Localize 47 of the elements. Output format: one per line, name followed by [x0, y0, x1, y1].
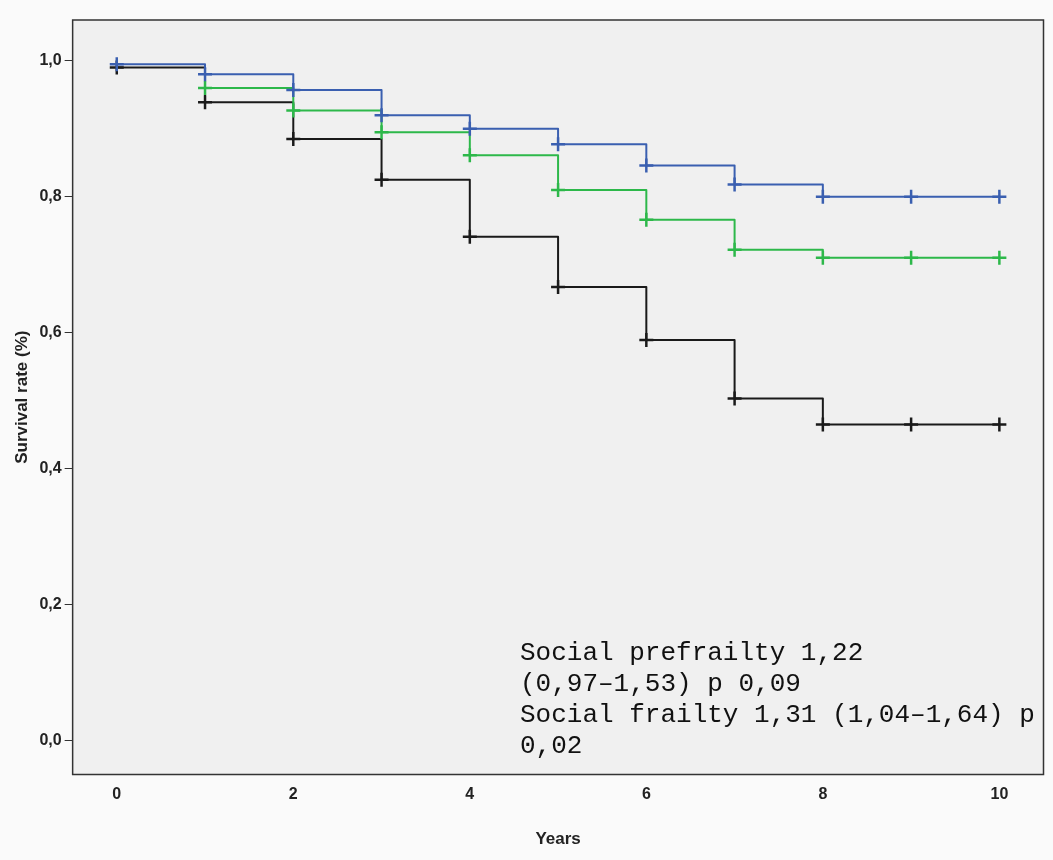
point	[285, 81, 302, 99]
x-tick-label: 4	[465, 785, 475, 803]
y-tick-label: 1,0	[39, 51, 62, 69]
y-tick-label: 0,2	[39, 594, 62, 612]
point	[461, 147, 479, 164]
x-tick-label: 0	[112, 785, 122, 803]
point	[196, 66, 214, 83]
point	[373, 123, 390, 141]
y-tick-label: 0,8	[39, 187, 62, 205]
point	[902, 416, 920, 433]
point	[196, 79, 214, 97]
x-tick-label: 2	[288, 785, 298, 803]
point	[373, 171, 390, 188]
x-axis-title: Years	[535, 829, 581, 849]
point	[814, 249, 832, 267]
x-tick-label: 8	[818, 785, 828, 803]
point	[285, 102, 302, 119]
point	[549, 181, 567, 199]
annotation: Social prefrailty 1,22 (0,97–1,53) p 0,09	[520, 638, 864, 700]
y-tick-label: 0,6	[39, 323, 62, 341]
point	[814, 188, 832, 205]
y-tick-label: 0,4	[39, 458, 62, 476]
y-axis-title: Survival rate (%)	[11, 330, 31, 464]
point	[991, 249, 1008, 267]
point	[549, 136, 567, 153]
point	[549, 278, 567, 296]
point	[638, 331, 655, 349]
point	[726, 176, 743, 193]
point	[902, 188, 920, 205]
point	[638, 157, 655, 174]
point	[991, 416, 1008, 433]
point	[726, 241, 743, 258]
x-tick-label: 10	[990, 785, 1009, 803]
point	[726, 390, 743, 407]
point	[196, 93, 214, 111]
point	[373, 106, 390, 124]
y-tick-label: 0,0	[39, 730, 62, 748]
point	[902, 249, 920, 267]
point	[638, 211, 655, 229]
point	[991, 188, 1008, 205]
point	[108, 55, 126, 73]
x-tick-label: 6	[641, 785, 651, 803]
point	[285, 130, 302, 148]
annotation: Social frailty 1,31 (1,04–1,64) p 0,02	[520, 700, 1035, 762]
point	[461, 120, 479, 137]
point	[461, 228, 479, 246]
point	[814, 416, 832, 433]
